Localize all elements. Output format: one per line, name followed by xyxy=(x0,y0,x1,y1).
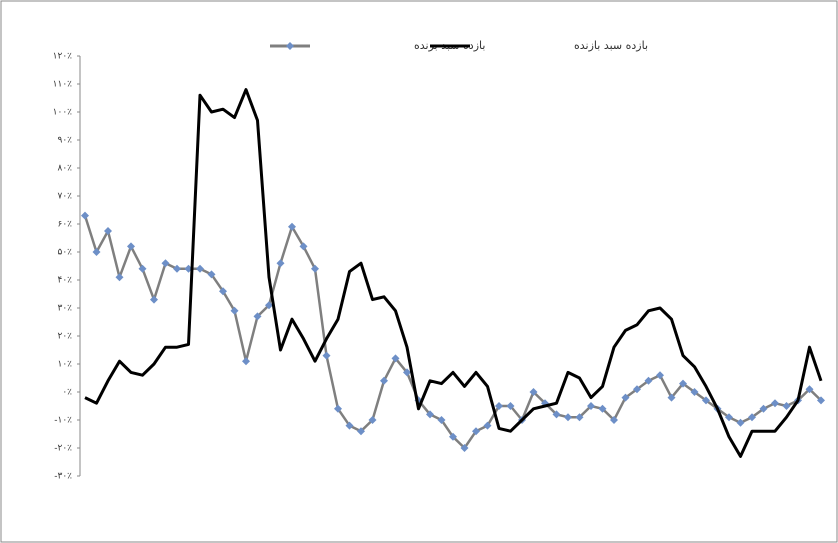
y-tick-label: ۹۰٪ xyxy=(57,136,72,146)
y-tick-label: -۳۰٪ xyxy=(54,472,72,482)
y-tick-label: ۱۲۰٪ xyxy=(53,52,73,62)
y-tick-label: ۱۰۰٪ xyxy=(53,108,73,118)
y-tick-label: ۱۰٪ xyxy=(57,360,72,370)
y-tick-label: ۳۰٪ xyxy=(57,304,72,314)
y-tick-label: ۴۰٪ xyxy=(57,276,72,286)
frame xyxy=(1,1,837,542)
chart: ۱۲۰٪ ۱۱۰٪ ۱۰۰٪ ۹۰٪ ۸۰٪ ۷۰٪ ۶۰٪ ۵۰٪ ۴۰٪ ۳۰٪ ۲۰٪ ۱۰٪ ۰… xyxy=(0,0,838,543)
y-tick-label: ۵۰٪ xyxy=(57,248,72,258)
y-tick-label: ۲۰٪ xyxy=(57,332,72,342)
y-tick-label: ۰٪ xyxy=(62,388,72,398)
y-tick-label: ۷۰٪ xyxy=(57,192,72,202)
legend-label: بازده سبد بازنده xyxy=(574,39,648,52)
y-tick-label: ۶۰٪ xyxy=(57,220,72,230)
y-tick-label: -۱۰٪ xyxy=(54,416,72,426)
y-tick-label: -۲۰٪ xyxy=(54,444,72,454)
y-tick-label: ۱۱۰٪ xyxy=(53,80,73,90)
y-tick-label: ۸۰٪ xyxy=(57,164,72,174)
